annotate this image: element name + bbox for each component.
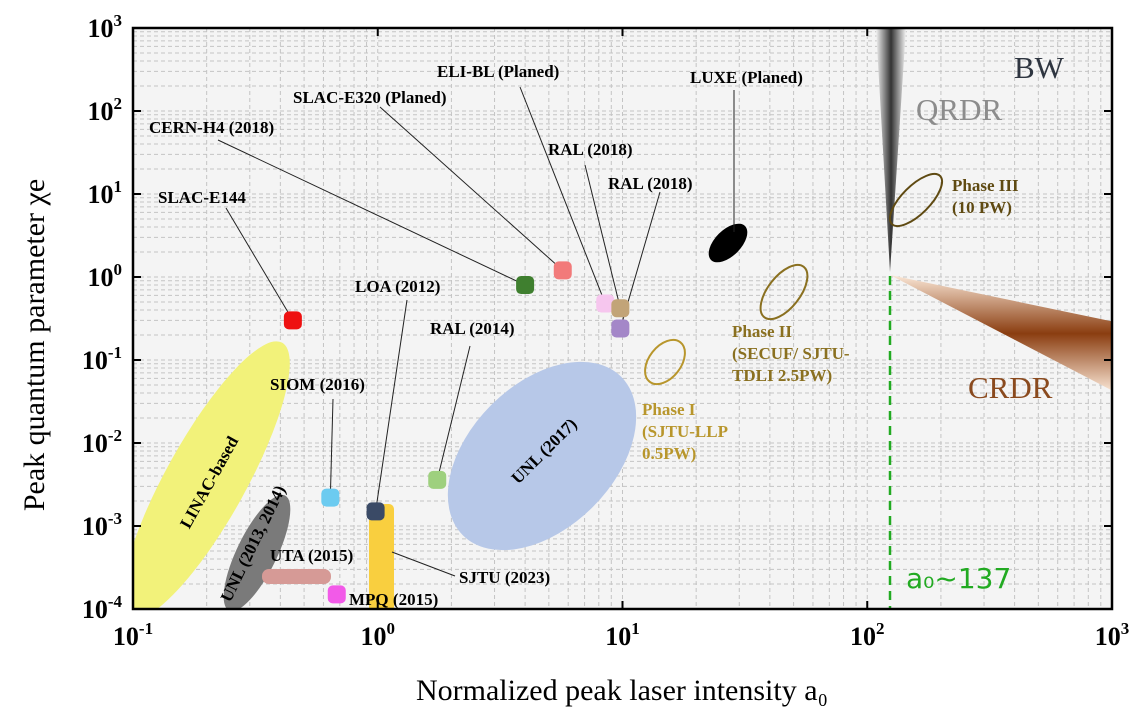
- leader-line-2: [379, 106, 564, 271]
- leader-line-1: [217, 139, 526, 286]
- region-unl-2017: [447, 361, 637, 551]
- x-axis-title: Normalized peak laser intensity a₀: [416, 674, 828, 707]
- marker-0: [283, 311, 302, 330]
- region-luxe: [708, 223, 748, 263]
- marker-3: [596, 294, 615, 313]
- label-phase-1-line-1: (SJTU-LLP: [642, 422, 728, 441]
- y-tick-label-5: 101: [88, 177, 123, 209]
- label-ral-2018-b: RAL (2018): [608, 174, 693, 193]
- label-ral-2014: RAL (2014): [430, 319, 515, 338]
- leader-line-0: [225, 207, 294, 321]
- y-tick-label-7: 103: [88, 11, 123, 43]
- x-tick-label-1: 100: [361, 619, 396, 651]
- x-tick-label-3: 102: [850, 619, 885, 651]
- marker-1: [516, 276, 535, 295]
- region-uta-2015: [262, 569, 331, 584]
- label-bw: BW: [1014, 50, 1065, 85]
- region-unl-2013-2014: [223, 494, 291, 609]
- label-phase-1-line-0: Phase I: [642, 400, 696, 419]
- region-phase-3: [889, 173, 943, 227]
- leader-line-10: [391, 551, 456, 577]
- marker-4: [611, 299, 630, 318]
- label-eli-bl: ELI-BL (Planed): [437, 62, 559, 81]
- y-axis-title: Peak quantum parameter χe: [18, 179, 51, 511]
- marker-2: [553, 261, 572, 280]
- label-ral-2018-a: RAL (2018): [548, 140, 633, 159]
- region-sjtu-2023: [369, 504, 394, 609]
- axis-ticks: 10-1 100 101 102 103 10-4 10-3 10-2 10-1 100 101 10…: [82, 11, 1129, 651]
- marker-5: [611, 319, 630, 338]
- leader-line-4: [584, 164, 621, 309]
- label-loa-2012: LOA (2012): [355, 277, 440, 296]
- x-tick-label-0: 10-1: [113, 619, 153, 651]
- label-siom-2016: SIOM (2016): [270, 375, 365, 394]
- region-phase-1: [644, 338, 686, 386]
- label-phase-2-line-2: TDLI 2.5PW): [732, 366, 832, 385]
- label-uta-2015: UTA (2015): [270, 546, 353, 565]
- label-phase-1-line-2: 0.5PW): [642, 444, 696, 463]
- data-marks: [283, 261, 630, 604]
- leader-line-8: [329, 398, 334, 498]
- label-qrdr: QRDR: [916, 92, 1002, 127]
- marker-8: [321, 488, 340, 507]
- label-cern-h4: CERN-H4 (2018): [149, 118, 274, 137]
- label-phase-3-line-1: (10 PW): [952, 198, 1012, 217]
- region-crdr: [890, 275, 1112, 391]
- marker-6: [366, 502, 385, 521]
- label-luxe: LUXE (Planed): [690, 68, 803, 87]
- label-phase-2-line-0: Phase II: [732, 322, 792, 341]
- regions-layer: [133, 28, 1112, 609]
- label-sjtu-2023: SJTU (2023): [459, 568, 550, 587]
- leader-line-3: [519, 86, 606, 304]
- y-tick-label-3: 10-1: [82, 343, 122, 375]
- y-tick-label-1: 10-3: [82, 509, 122, 541]
- leader-line-6: [375, 299, 408, 512]
- label-slac-e320: SLAC-E320 (Planed): [293, 88, 446, 107]
- x-tick-label-4: 103: [1095, 619, 1130, 651]
- y-tick-label-6: 102: [88, 94, 123, 126]
- label-mpq-2015: MPQ (2015): [349, 590, 438, 609]
- label-slac-e144: SLAC-E144: [158, 188, 246, 207]
- marker-7: [428, 470, 447, 489]
- label-phase-3-line-0: Phase III: [952, 176, 1019, 195]
- y-tick-label-2: 10-2: [82, 426, 122, 458]
- label-crdr: CRDR: [968, 370, 1053, 405]
- region-phase-2: [759, 263, 809, 321]
- leader-line-7: [436, 345, 471, 480]
- y-tick-label-0: 10-4: [82, 592, 123, 624]
- x-tick-label-2: 101: [605, 619, 640, 651]
- region-linac: [133, 341, 290, 609]
- label-a0-137: a₀~137: [906, 562, 1011, 595]
- region-qrdr: [876, 28, 906, 272]
- label-phase-2-line-1: (SECUF/ SJTU-: [732, 344, 850, 363]
- marker-9: [327, 585, 346, 604]
- y-tick-label-4: 100: [88, 260, 123, 292]
